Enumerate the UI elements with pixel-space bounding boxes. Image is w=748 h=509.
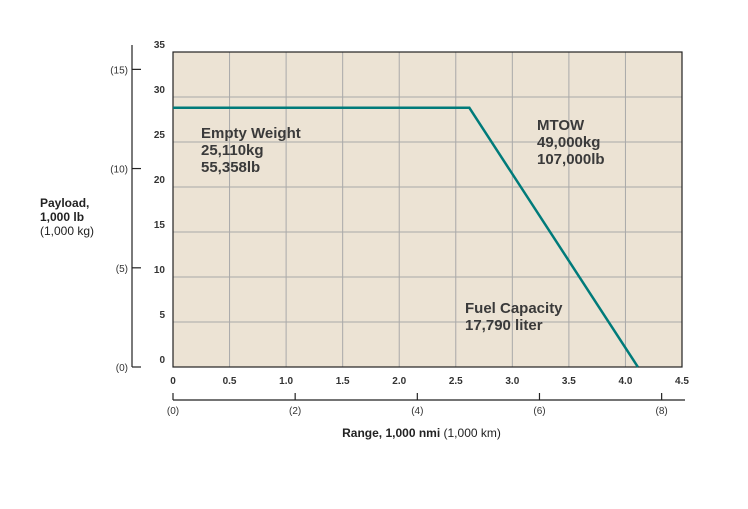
secondary-x-tick-label: (0)	[167, 406, 179, 417]
secondary-y-tick-label: (0)	[116, 363, 128, 374]
secondary-x-tick-label: (8)	[656, 406, 668, 417]
x-tick-label: 2.5	[449, 376, 463, 387]
y-axis-label: Payload, 1,000 lb (1,000 kg)	[40, 196, 94, 238]
y-label-line2: 1,000 lb	[40, 210, 85, 224]
secondary-x-tick-label: (2)	[289, 406, 301, 417]
ann-line: Fuel Capacity	[465, 300, 563, 317]
ann-line: 107,000lb	[537, 151, 605, 168]
ann-line: 17,790 liter	[465, 317, 543, 334]
ann-line: 25,110kg	[201, 142, 264, 159]
y-label-secondary: (1,000 kg)	[40, 224, 95, 238]
y-tick-label: 0	[159, 355, 165, 366]
x-tick-label: 3.0	[505, 376, 519, 387]
y-tick-label: 10	[154, 265, 166, 276]
x-tick-label: 4.5	[675, 376, 689, 387]
mtow-annotation: MTOW 49,000kg 107,000lb	[537, 117, 605, 168]
plot-background	[173, 52, 682, 367]
ann-line: 55,358lb	[201, 159, 261, 176]
secondary-x-tick-label: (6)	[533, 406, 545, 417]
x-tick-label: 0.5	[223, 376, 237, 387]
fuel-capacity-annotation: Fuel Capacity 17,790 liter	[465, 300, 563, 334]
y-tick-label: 25	[154, 130, 166, 141]
x-axis-label: Range, 1,000 nmi (1,000 km)	[0, 426, 748, 440]
secondary-x-tick-label: (4)	[411, 406, 423, 417]
y-tick-label: 35	[154, 40, 166, 51]
x-tick-label: 0	[170, 376, 176, 387]
x-tick-label: 3.5	[562, 376, 576, 387]
x-tick-label: 1.0	[279, 376, 293, 387]
ann-line: Empty Weight	[201, 125, 301, 142]
x-label-main: Range, 1,000 nmi	[342, 426, 441, 440]
secondary-y-tick-label: (5)	[116, 264, 128, 275]
empty-weight-annotation: Empty Weight 25,110kg 55,358lb	[201, 125, 301, 176]
y-tick-label: 5	[159, 310, 165, 321]
y-tick-label: 30	[154, 85, 166, 96]
y-tick-label: 20	[154, 175, 166, 186]
ann-line: MTOW	[537, 117, 585, 134]
plot-border	[172, 51, 683, 368]
x-tick-label: 4.0	[618, 376, 632, 387]
x-label-secondary: (1,000 km)	[443, 426, 501, 440]
ann-line: 49,000kg	[537, 134, 601, 151]
x-tick-label: 2.0	[392, 376, 406, 387]
x-tick-label: 1.5	[336, 376, 350, 387]
y-label-line1: Payload,	[40, 196, 90, 210]
y-tick-label: 15	[154, 220, 166, 231]
secondary-y-tick-label: (15)	[110, 65, 128, 76]
secondary-y-tick-label: (10)	[110, 165, 128, 176]
